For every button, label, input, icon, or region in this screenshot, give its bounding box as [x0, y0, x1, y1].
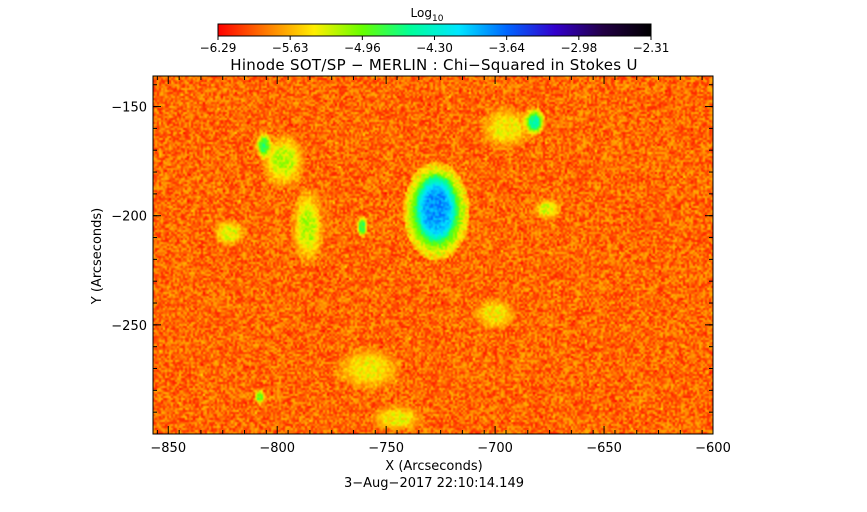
colorbar-ticks: −6.29 −5.63 −4.96 −4.30 −3.64 −2.98 −2.31 — [200, 36, 670, 55]
heatmap — [153, 76, 713, 434]
y-axis-title: Y (Arcseconds) — [90, 208, 105, 305]
colorbar-title-main: Log — [411, 6, 432, 20]
y-tick-label: −250 — [111, 319, 147, 334]
y-tick-label: −200 — [111, 210, 147, 225]
y-tick-label: −150 — [111, 101, 147, 116]
x-tick-label: −850 — [150, 441, 186, 456]
y-axis: −150 −200 −250 — [111, 84, 713, 413]
colorbar-tick-label: −2.31 — [633, 41, 670, 55]
colorbar-tick-label: −4.96 — [344, 41, 381, 55]
chart-title: Hinode SOT/SP − MERLIN : Chi−Squared in … — [230, 56, 637, 74]
x-axis-title: X (Arcseconds) — [385, 459, 482, 474]
colorbar — [217, 23, 652, 37]
x-tick-label: −650 — [586, 441, 622, 456]
timestamp: 3−Aug−2017 22:10:14.149 — [344, 476, 524, 491]
colorbar-tick-label: −4.30 — [416, 41, 453, 55]
colorbar-tick-label: −6.29 — [200, 41, 237, 55]
colorbar-title-sub: 10 — [432, 14, 444, 24]
plot-frame — [152, 75, 714, 435]
x-tick-label: −800 — [259, 441, 295, 456]
x-axis: −850 −800 −750 −700 −650 −600 — [150, 76, 731, 456]
colorbar-tick-label: −3.64 — [488, 41, 525, 55]
heatmap-raster — [153, 76, 713, 434]
colorbar-title: Log10 — [411, 6, 444, 24]
colorbar-tick-label: −2.98 — [560, 41, 597, 55]
colorbar-tick-label: −5.63 — [272, 41, 309, 55]
x-tick-label: −600 — [695, 441, 731, 456]
x-tick-label: −700 — [477, 441, 513, 456]
x-tick-label: −750 — [368, 441, 404, 456]
